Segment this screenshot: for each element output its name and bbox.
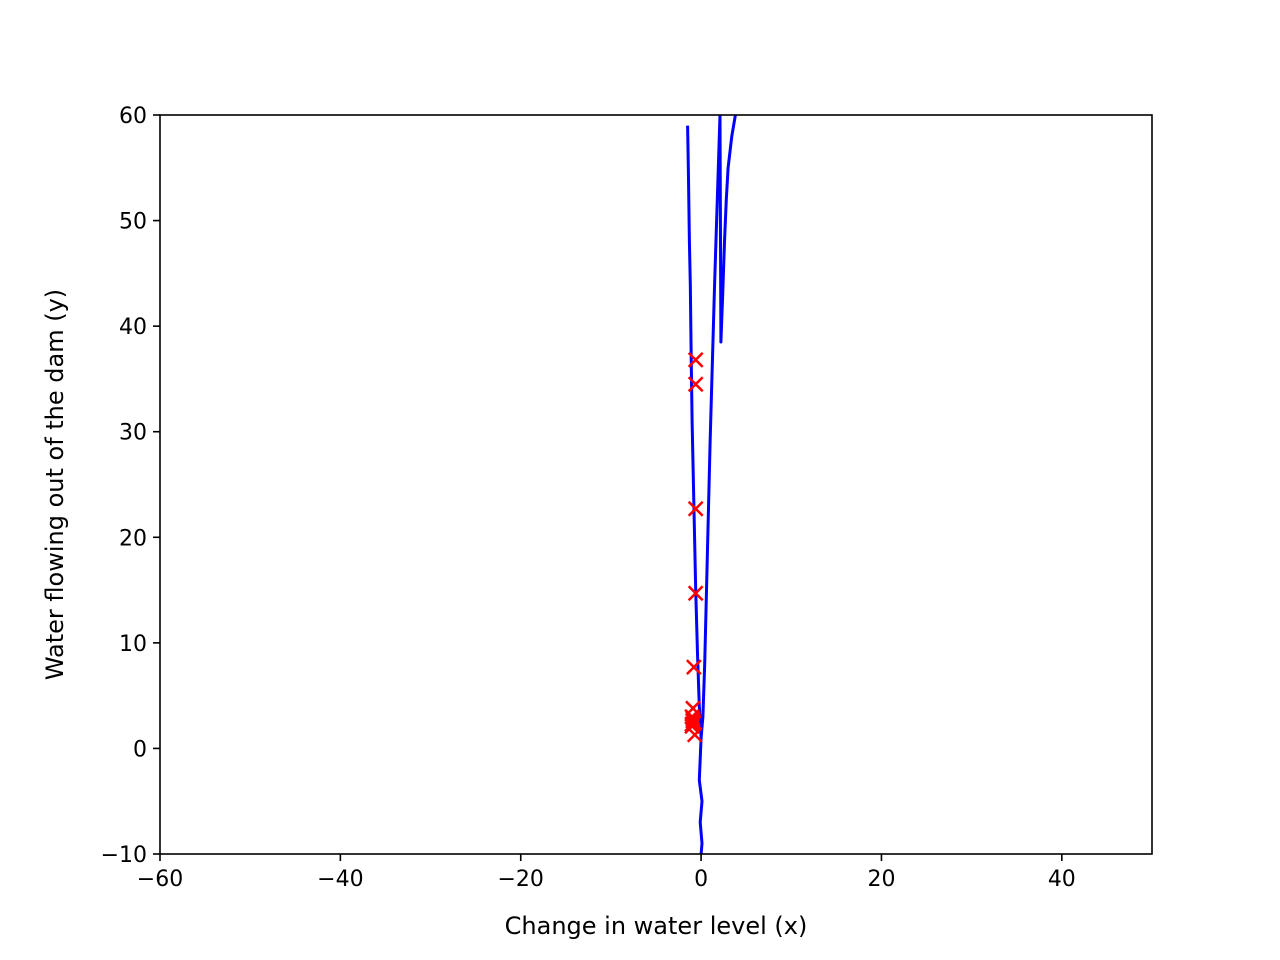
y-tick-label: 0 <box>133 737 147 762</box>
data-point <box>686 726 703 743</box>
y-tick-label: 30 <box>119 421 147 446</box>
x-tick-label: −40 <box>317 867 363 892</box>
x-axis-label: Change in water level (x) <box>505 912 808 940</box>
x-tick-label: 20 <box>867 867 895 892</box>
y-axis-ticks: −10 0 10 20 30 40 50 60 <box>101 104 160 868</box>
y-tick-label: 40 <box>119 315 147 340</box>
data-point <box>687 585 704 602</box>
y-tick-label: 20 <box>119 526 147 551</box>
data-point <box>684 718 700 735</box>
x-tick-label: 40 <box>1048 867 1076 892</box>
fit-curve-tail <box>697 737 704 854</box>
y-tick-label: 10 <box>119 632 147 657</box>
plot-frame <box>159 114 1153 855</box>
data-point <box>687 500 704 517</box>
data-point <box>685 659 702 676</box>
y-tick-label: 60 <box>119 104 147 129</box>
data-point <box>687 376 704 393</box>
y-tick-label: 50 <box>119 210 147 235</box>
y-tick-label: −10 <box>101 843 147 868</box>
x-tick-label: 0 <box>694 867 708 892</box>
plot-area <box>684 115 737 854</box>
y-axis-label: Water flowing out of the dam (y) <box>41 289 69 680</box>
x-tick-label: −60 <box>137 867 183 892</box>
data-point <box>687 352 704 368</box>
x-tick-label: −20 <box>498 867 544 892</box>
x-axis-ticks: −60 −40 −20 0 20 40 <box>137 854 1076 892</box>
data-point <box>685 713 701 729</box>
